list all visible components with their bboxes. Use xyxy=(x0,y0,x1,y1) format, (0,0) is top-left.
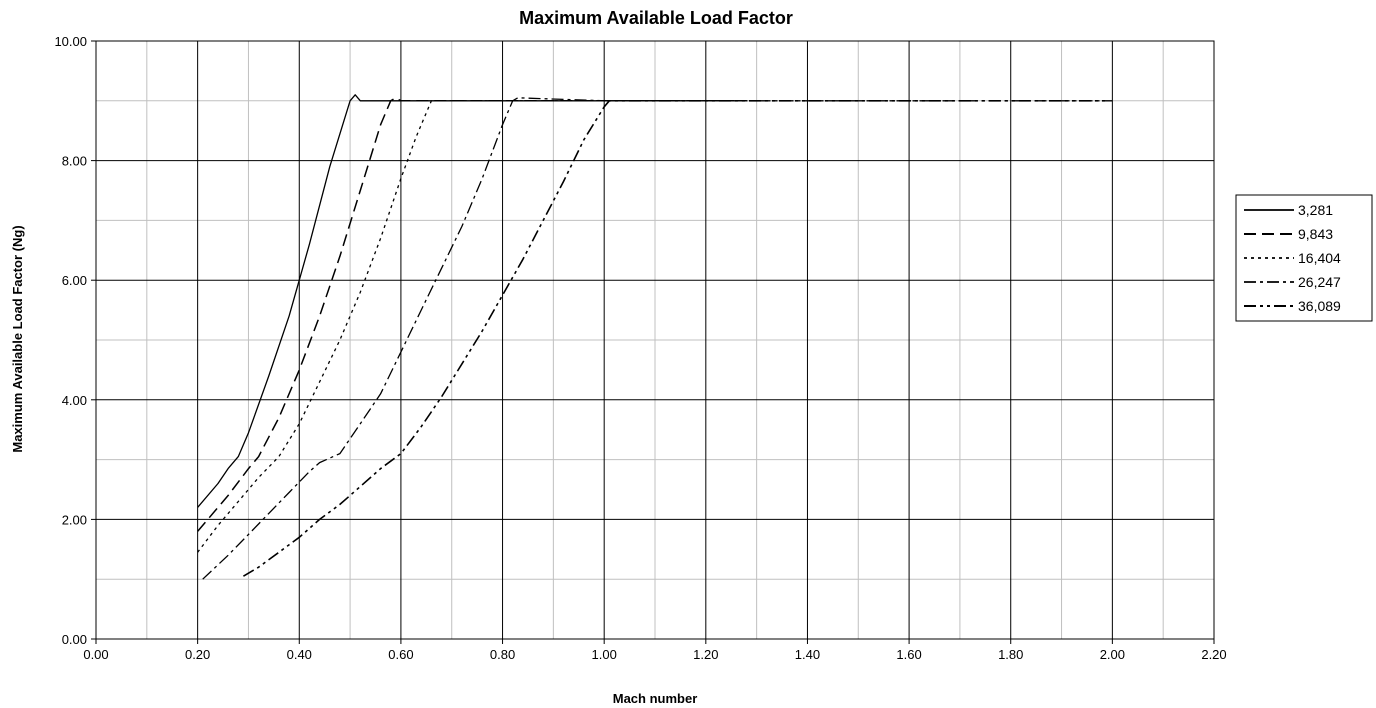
y-tick-label: 8.00 xyxy=(62,154,87,169)
x-tick-label: 1.80 xyxy=(998,647,1023,662)
y-tick-label: 0.00 xyxy=(62,632,87,647)
x-tick-label: 2.20 xyxy=(1201,647,1226,662)
x-tick-label: 2.00 xyxy=(1100,647,1125,662)
series-line-2 xyxy=(197,97,747,532)
x-tick-label: 0.60 xyxy=(388,647,413,662)
legend-label-5: 36,089 xyxy=(1298,298,1341,314)
series-line-5 xyxy=(242,100,1108,577)
y-tick-label: 6.00 xyxy=(62,273,87,288)
y-tick-label: 2.00 xyxy=(62,512,87,527)
y-tick-label: 10.00 xyxy=(54,34,87,49)
axes xyxy=(95,40,1215,640)
series-line-3 xyxy=(197,100,757,553)
x-axis-label: Mach number xyxy=(613,691,698,706)
grid xyxy=(95,40,1215,640)
x-tick-label: 1.00 xyxy=(592,647,617,662)
legend-label-1: 3,281 xyxy=(1298,202,1333,218)
x-tick-label: 1.40 xyxy=(795,647,820,662)
chart-title: Maximum Available Load Factor xyxy=(519,8,793,28)
y-axis-label: Maximum Available Load Factor (Ng) xyxy=(10,225,25,452)
y-tick-label: 4.00 xyxy=(62,393,87,408)
x-tick-label: 1.20 xyxy=(693,647,718,662)
x-tick-label: 0.00 xyxy=(83,647,108,662)
legend-label-3: 16,404 xyxy=(1298,250,1341,266)
series-layer xyxy=(197,94,1113,580)
x-tick-label: 0.40 xyxy=(287,647,312,662)
x-tick-label: 1.60 xyxy=(896,647,921,662)
ticks: 0.00 0.20 0.40 0.60 0.80 1.00 1.20 1.40 1.60 1.80… xyxy=(54,34,1226,662)
x-tick-label: 0.80 xyxy=(490,647,515,662)
legend-label-2: 9,843 xyxy=(1298,226,1333,242)
plot-border xyxy=(95,40,1215,640)
x-tick-label: 0.20 xyxy=(185,647,210,662)
legend-label-4: 26,247 xyxy=(1298,274,1341,290)
legend: 3,281 9,843 16,404 26,247 36,089 xyxy=(1235,194,1373,322)
